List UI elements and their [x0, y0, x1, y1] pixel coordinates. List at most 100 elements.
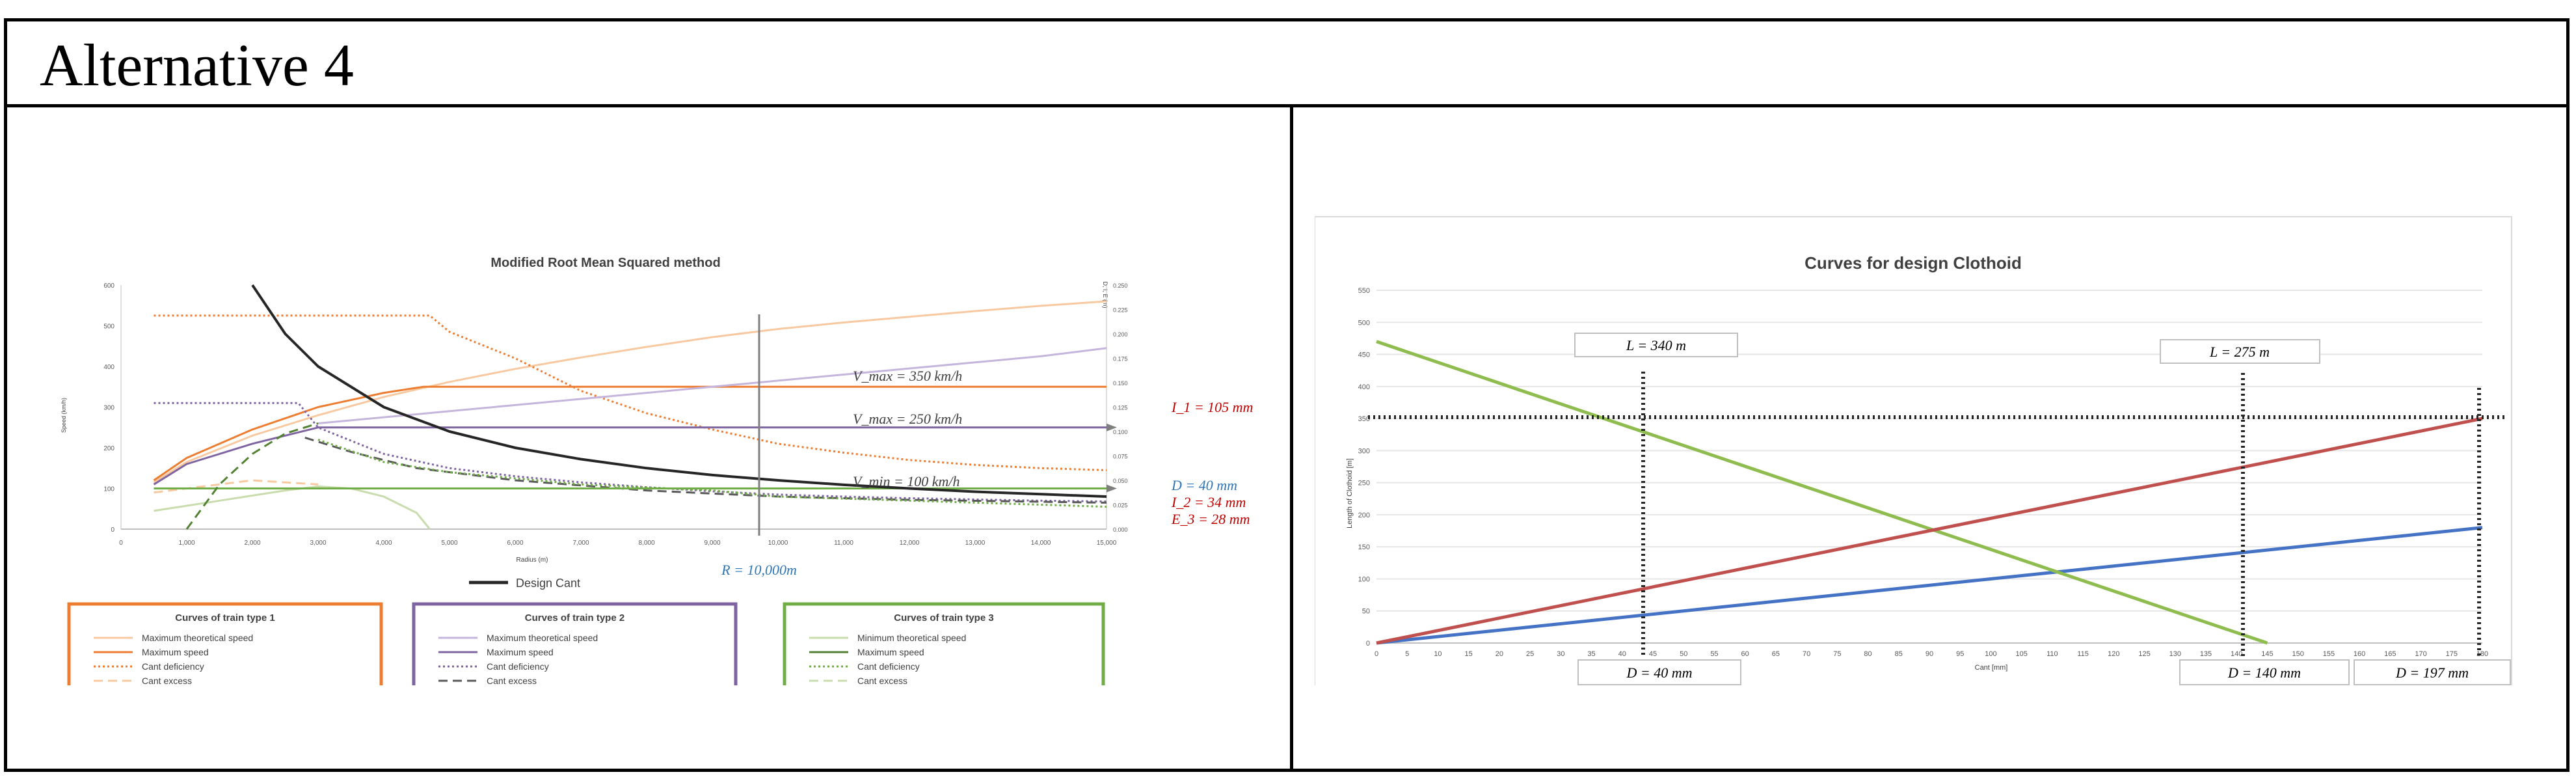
- x-tick-label: 25: [1526, 650, 1534, 658]
- series-line-10: [317, 439, 1107, 508]
- annotation-box-l1: [1574, 333, 1738, 357]
- x-tick-label: 10: [1434, 650, 1442, 658]
- x-tick-label: 8,000: [638, 540, 654, 547]
- y-axis-label: Speed (km/h): [60, 398, 67, 433]
- legend-item-label: Maximum speed: [142, 647, 209, 657]
- x-tick-label: 180: [2476, 650, 2488, 658]
- y-tick-label: 450: [1358, 351, 1370, 359]
- annotation-i1: I_1 = 105 mm: [1171, 399, 1253, 415]
- series-line-6: [154, 402, 1107, 502]
- y-tick-label: 200: [103, 445, 114, 452]
- x-tick-label: 35: [1587, 650, 1595, 658]
- series-line-3: [154, 479, 319, 494]
- series-group: [153, 284, 1117, 530]
- annotation-box-d1: [1577, 659, 1741, 685]
- grid: [1376, 290, 2482, 644]
- series-line-4: [317, 347, 1107, 424]
- y-tick-label: 300: [1358, 447, 1370, 455]
- y-tick-label: 100: [1358, 575, 1370, 583]
- x-tick-label: 50: [1680, 650, 1687, 658]
- y-axis-label: Length of Clothoid [m]: [1346, 458, 1354, 528]
- x-tick-label: 105: [2015, 650, 2027, 658]
- y-tick-label: 300: [103, 405, 114, 412]
- series-line-2: [1376, 417, 2483, 645]
- x-tick-label: 155: [2323, 650, 2335, 658]
- y-tick-label: 200: [1358, 512, 1370, 519]
- x-tick-label: 125: [2138, 650, 2150, 658]
- x-tick-label: 15,000: [1097, 540, 1117, 547]
- x-tick-label: 45: [1649, 650, 1657, 658]
- x-tick-label: 3,000: [310, 540, 326, 547]
- legend-item-label: Maximum speed: [857, 647, 924, 657]
- legend-item-label: Cant excess: [142, 676, 192, 685]
- tick-labels: 0 50 100 150 200 250 300 350 400 450 500 550 0 5 10 15 2…: [1358, 287, 2489, 658]
- x-tick-label: 160: [2354, 650, 2365, 658]
- y2-tick-label: 0.100: [1113, 429, 1128, 435]
- rms-chart: Modified Root Mean Squared method Speed …: [60, 256, 1253, 685]
- figure-frame: Alternative 4 Modified Root Mean Squared…: [4, 18, 2569, 772]
- x-tick-label: 110: [2046, 650, 2058, 658]
- annotation-box-d2: [2179, 659, 2350, 685]
- annotation-d2: D = 140 mm: [2227, 665, 2301, 681]
- x-tick-label: 5: [1405, 650, 1409, 658]
- annotation-radius: R = 10,000m: [721, 562, 797, 578]
- x-tick-label: 9,000: [704, 540, 720, 547]
- series-group: [1376, 340, 2483, 645]
- y-tick-label: 0: [111, 527, 114, 534]
- x-tick-label: 30: [1557, 650, 1564, 658]
- annotation-d: D = 40 mm: [1171, 477, 1237, 493]
- x-tick-label: 175: [2446, 650, 2458, 658]
- x-tick-label: 85: [1895, 650, 1903, 658]
- x-tick-label: 145: [2261, 650, 2273, 658]
- legend-item-label: Cant excess: [857, 676, 907, 685]
- panel-divider: [1290, 107, 1293, 769]
- legend-item-label: Cant deficiency: [142, 661, 204, 672]
- y-tick-label: 100: [103, 486, 114, 493]
- series-line-1: [153, 385, 1107, 482]
- legend-item-label: Minimum theoretical speed: [857, 633, 966, 643]
- legend-group-box: [412, 602, 738, 685]
- y-tick-label: 600: [103, 282, 114, 290]
- y-tick-label: 350: [1358, 415, 1370, 423]
- y-tick-label: 500: [1358, 319, 1370, 327]
- x-tick-label: 1,000: [178, 540, 195, 547]
- annotation-vmax-350: V_max = 350 km/h: [853, 368, 962, 384]
- arrow-marker: [1107, 423, 1117, 432]
- x-tick-label: 170: [2415, 650, 2426, 658]
- y-tick-label: 500: [103, 323, 114, 331]
- legend-group-box: [67, 602, 383, 685]
- x-tick-label: 90: [1925, 650, 1933, 658]
- clothoid-chart: Curves for design Clothoid Length of Clo…: [1315, 216, 2512, 685]
- figure-title: Alternative 4: [40, 32, 354, 98]
- annotation-i2: I_2 = 34 mm: [1171, 494, 1246, 510]
- legend-item-label: Maximum theoretical speed: [487, 633, 598, 643]
- x-tick-label: 55: [1710, 650, 1718, 658]
- legend-item-label: Maximum speed: [487, 647, 554, 657]
- annotation-l2: L = 275 m: [2209, 344, 2270, 360]
- x-tick-label: 70: [1803, 650, 1810, 658]
- annotation-d1: D = 40 mm: [1626, 665, 1692, 681]
- x-tick-label: 165: [2384, 650, 2396, 658]
- legend-groups: Curves of train type 1 Maximum theoretica…: [67, 602, 1105, 685]
- x-tick-label: 0: [1375, 650, 1378, 658]
- annotation-vmin-100: V_min = 100 km/h: [853, 473, 960, 489]
- y2-tick-label: 0.025: [1113, 502, 1128, 509]
- series-line-8: [154, 485, 431, 530]
- x-tick-label: 4,000: [375, 540, 392, 547]
- x-tick-label: 5,000: [441, 540, 457, 547]
- x-tick-label: 150: [2292, 650, 2303, 658]
- y2-tick-label: 0.250: [1113, 282, 1128, 289]
- annotation-vmax-250: V_max = 250 km/h: [853, 411, 962, 427]
- x-tick-label: 15: [1465, 650, 1473, 658]
- legend-item-label: Cant excess: [487, 676, 537, 685]
- y-tick-label: 400: [1358, 383, 1370, 391]
- x-tick-label: 140: [2231, 650, 2242, 658]
- y2-tick-label: 0.125: [1113, 405, 1128, 411]
- x-tick-label: 0: [119, 540, 123, 547]
- x-tick-label: 7,000: [572, 540, 589, 547]
- annotation-box-l2: [2160, 339, 2320, 364]
- annotation-box-d3: [2354, 659, 2511, 685]
- x-tick-label: 6,000: [507, 540, 523, 547]
- y-tick-label: 400: [103, 364, 114, 371]
- y2-tick-label: 0.050: [1113, 478, 1128, 484]
